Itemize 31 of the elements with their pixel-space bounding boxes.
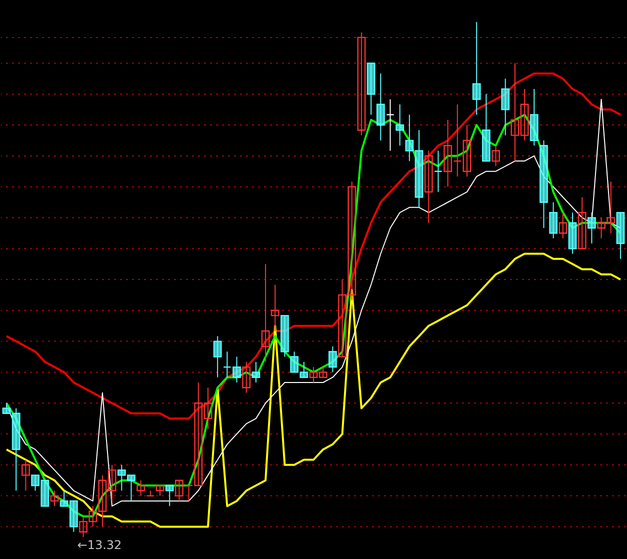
candlestick xyxy=(530,88,538,146)
candlestick xyxy=(462,124,472,177)
candlestick xyxy=(434,150,442,192)
candlestick xyxy=(558,212,568,239)
candlestick xyxy=(540,140,548,228)
candlestick xyxy=(146,490,155,496)
candlestick xyxy=(444,119,452,188)
candlestick xyxy=(482,94,490,162)
candlestick xyxy=(578,196,586,250)
candlestick xyxy=(357,32,366,136)
candlestick xyxy=(270,284,280,332)
candlestick xyxy=(242,361,251,394)
candlestick xyxy=(156,484,164,496)
candlestick xyxy=(472,22,481,116)
candlestick xyxy=(328,346,337,373)
candlestick xyxy=(261,264,270,362)
candlestick xyxy=(588,212,596,244)
candlestick xyxy=(396,104,404,146)
candlestick xyxy=(22,459,30,492)
candlestick xyxy=(549,202,558,239)
candlestick xyxy=(366,62,376,116)
candlestick xyxy=(136,480,146,496)
candlestick xyxy=(424,150,433,224)
text: ←13.32 xyxy=(77,538,122,552)
candlestick xyxy=(165,484,174,507)
candlestick xyxy=(386,98,394,152)
candlestick xyxy=(252,361,260,383)
candlestick xyxy=(492,145,500,167)
candlestick xyxy=(50,490,59,507)
candlestick xyxy=(213,336,222,378)
candlestick xyxy=(453,104,462,177)
